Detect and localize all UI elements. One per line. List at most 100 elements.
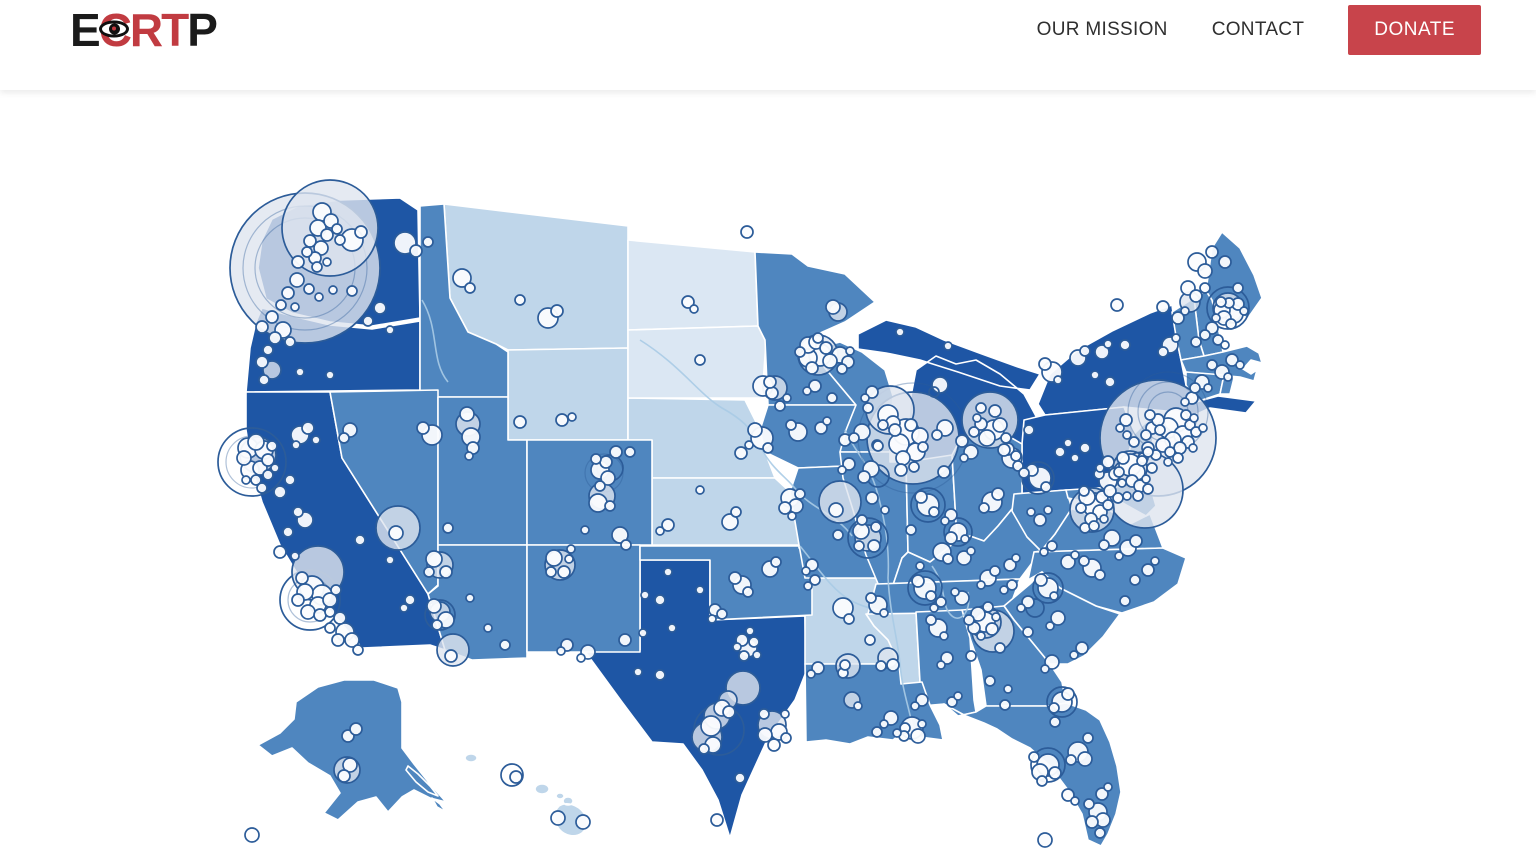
data-bubble[interactable] <box>303 234 317 248</box>
data-bubble[interactable] <box>867 539 881 553</box>
data-bubble[interactable] <box>875 660 887 672</box>
data-bubble[interactable] <box>1003 684 1013 694</box>
data-bubble[interactable] <box>1003 558 1017 572</box>
data-bubble[interactable] <box>972 413 982 423</box>
data-bubble[interactable] <box>328 285 338 295</box>
data-bubble[interactable] <box>661 518 675 532</box>
data-bubble[interactable] <box>1113 466 1125 478</box>
data-bubble[interactable] <box>894 463 908 477</box>
data-bubble[interactable] <box>1156 300 1170 314</box>
data-bubble[interactable] <box>550 304 564 318</box>
data-bubble[interactable] <box>992 417 1008 433</box>
data-bubble[interactable] <box>1040 481 1052 493</box>
data-bubble[interactable] <box>655 526 665 536</box>
data-bubble[interactable] <box>839 659 851 671</box>
data-bubble[interactable] <box>904 418 918 432</box>
data-bubble[interactable] <box>373 301 387 315</box>
data-bubble[interactable] <box>291 593 305 607</box>
data-bubble[interactable] <box>1048 702 1060 714</box>
state-ak[interactable] <box>257 679 447 821</box>
data-bubble[interactable] <box>1049 716 1061 728</box>
data-bubble[interactable] <box>774 400 786 412</box>
data-bubble[interactable] <box>695 585 705 595</box>
data-bubble[interactable] <box>311 261 323 273</box>
data-bubble[interactable] <box>939 631 949 641</box>
data-bubble[interactable] <box>794 346 806 358</box>
data-bubble[interactable] <box>915 693 929 707</box>
data-bubble[interactable] <box>1075 502 1087 514</box>
data-bubble[interactable] <box>1053 375 1063 385</box>
data-bubble[interactable] <box>1098 539 1110 551</box>
data-bubble[interactable] <box>362 315 374 327</box>
data-bubble[interactable] <box>895 450 911 466</box>
data-bubble[interactable] <box>1211 313 1221 323</box>
data-bubble[interactable] <box>346 285 358 297</box>
data-bubble[interactable] <box>843 613 855 625</box>
data-bubble[interactable] <box>258 374 270 386</box>
data-bubble[interactable] <box>1180 306 1190 316</box>
data-bubble[interactable] <box>1103 782 1113 792</box>
data-bubble[interactable] <box>877 419 889 431</box>
data-bubble[interactable] <box>928 386 940 398</box>
data-bubble[interactable] <box>982 601 994 613</box>
data-bubble[interactable] <box>331 223 343 235</box>
data-bubble[interactable] <box>1140 429 1152 441</box>
data-bubble[interactable] <box>856 514 868 526</box>
data-bubble[interactable] <box>273 485 287 499</box>
data-bubble[interactable] <box>1054 446 1066 458</box>
data-bubble[interactable] <box>955 434 969 448</box>
data-bubble[interactable] <box>826 392 838 404</box>
data-bubble[interactable] <box>1023 424 1035 436</box>
data-bubble[interactable] <box>1122 430 1132 440</box>
data-bubble[interactable] <box>734 772 746 784</box>
data-bubble[interactable] <box>857 470 871 484</box>
data-bubble[interactable] <box>1036 775 1048 787</box>
data-bubble[interactable] <box>1122 491 1132 501</box>
nav-contact[interactable]: CONTACT <box>1211 19 1305 40</box>
data-bubble[interactable] <box>1034 573 1048 587</box>
data-bubble[interactable] <box>837 465 847 475</box>
data-bubble[interactable] <box>1141 563 1155 577</box>
state-hi[interactable] <box>464 753 588 837</box>
data-bubble[interactable] <box>872 440 884 452</box>
data-bubble[interactable] <box>1046 540 1058 552</box>
data-bubble[interactable] <box>963 614 975 626</box>
data-bubble[interactable] <box>663 567 673 577</box>
data-bubble[interactable] <box>588 493 608 513</box>
data-bubble[interactable] <box>545 566 557 578</box>
data-bubble[interactable] <box>953 691 963 701</box>
data-bubble[interactable] <box>633 667 643 677</box>
data-bubble[interactable] <box>654 594 666 606</box>
data-bubble[interactable] <box>1018 467 1030 479</box>
data-bubble[interactable] <box>681 295 695 309</box>
data-bubble[interactable] <box>320 228 334 242</box>
data-bubble[interactable] <box>943 517 973 547</box>
data-bubble[interactable] <box>819 341 833 355</box>
state-nd[interactable] <box>627 239 759 331</box>
data-bubble[interactable] <box>1163 457 1173 467</box>
data-bubble[interactable] <box>1188 443 1198 453</box>
data-bubble[interactable] <box>1038 357 1052 371</box>
data-bubble[interactable] <box>822 416 832 426</box>
data-bubble[interactable] <box>444 649 458 663</box>
data-bubble[interactable] <box>1011 553 1021 563</box>
data-bubble[interactable] <box>1037 832 1053 848</box>
data-bubble[interactable] <box>300 604 316 620</box>
data-bubble[interactable] <box>732 642 742 652</box>
data-bubble[interactable] <box>409 244 423 258</box>
state-ma[interactable] <box>1180 345 1263 382</box>
data-bubble[interactable] <box>862 402 874 414</box>
data-bubble[interactable] <box>291 440 301 450</box>
data-bubble[interactable] <box>311 435 321 445</box>
data-bubble[interactable] <box>1218 255 1232 269</box>
data-bubble[interactable] <box>1198 423 1208 433</box>
data-bubble[interactable] <box>399 603 409 613</box>
data-bubble[interactable] <box>1000 432 1012 444</box>
data-bubble[interactable] <box>325 370 335 380</box>
data-bubble[interactable] <box>944 531 958 545</box>
data-bubble[interactable] <box>910 487 946 523</box>
data-bubble[interactable] <box>931 429 943 441</box>
data-bubble[interactable] <box>1150 556 1160 566</box>
data-bubble[interactable] <box>1021 595 1035 609</box>
data-bubble[interactable] <box>794 488 806 500</box>
